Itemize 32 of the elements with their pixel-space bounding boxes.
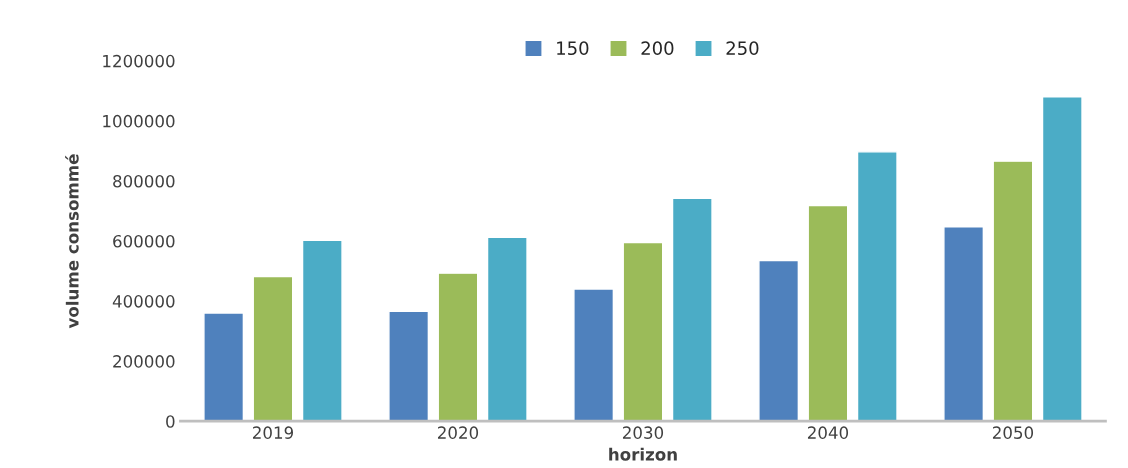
bar [252,275,294,422]
legend-label: 150 [557,41,589,56]
x-tick-label: 2040 [807,426,849,439]
x-tick-label: 2030 [622,426,664,439]
legend-label: 250 [726,41,759,56]
y-tick-label: 200000 [113,355,175,368]
bar [486,236,528,422]
bar [992,160,1034,422]
bar [573,288,615,422]
y-tick-label: 800000 [113,174,175,188]
y-tick-label: 0 [166,415,175,428]
bar [203,312,245,422]
x-tick-label: 2050 [992,426,1034,439]
bar [437,272,479,422]
y-tick-label: 400000 [112,295,175,308]
bar [671,197,713,422]
x-axis-title: horizon [609,447,677,461]
y-axis-title: volume consommé [65,154,79,329]
x-tick-label: 2019 [252,426,294,439]
y-tick-label: 1000000 [103,114,175,128]
bar [622,241,664,422]
bar [856,151,898,422]
bar [301,239,343,422]
bar [943,226,985,422]
y-tick-label: 1200000 [103,54,175,68]
legend-label: 200 [641,41,674,56]
bar [758,259,800,422]
bar [807,204,849,422]
bar [388,310,430,422]
bar [1041,96,1083,422]
y-tick-label: 600000 [113,234,175,248]
x-tick-label: 2020 [437,426,479,439]
